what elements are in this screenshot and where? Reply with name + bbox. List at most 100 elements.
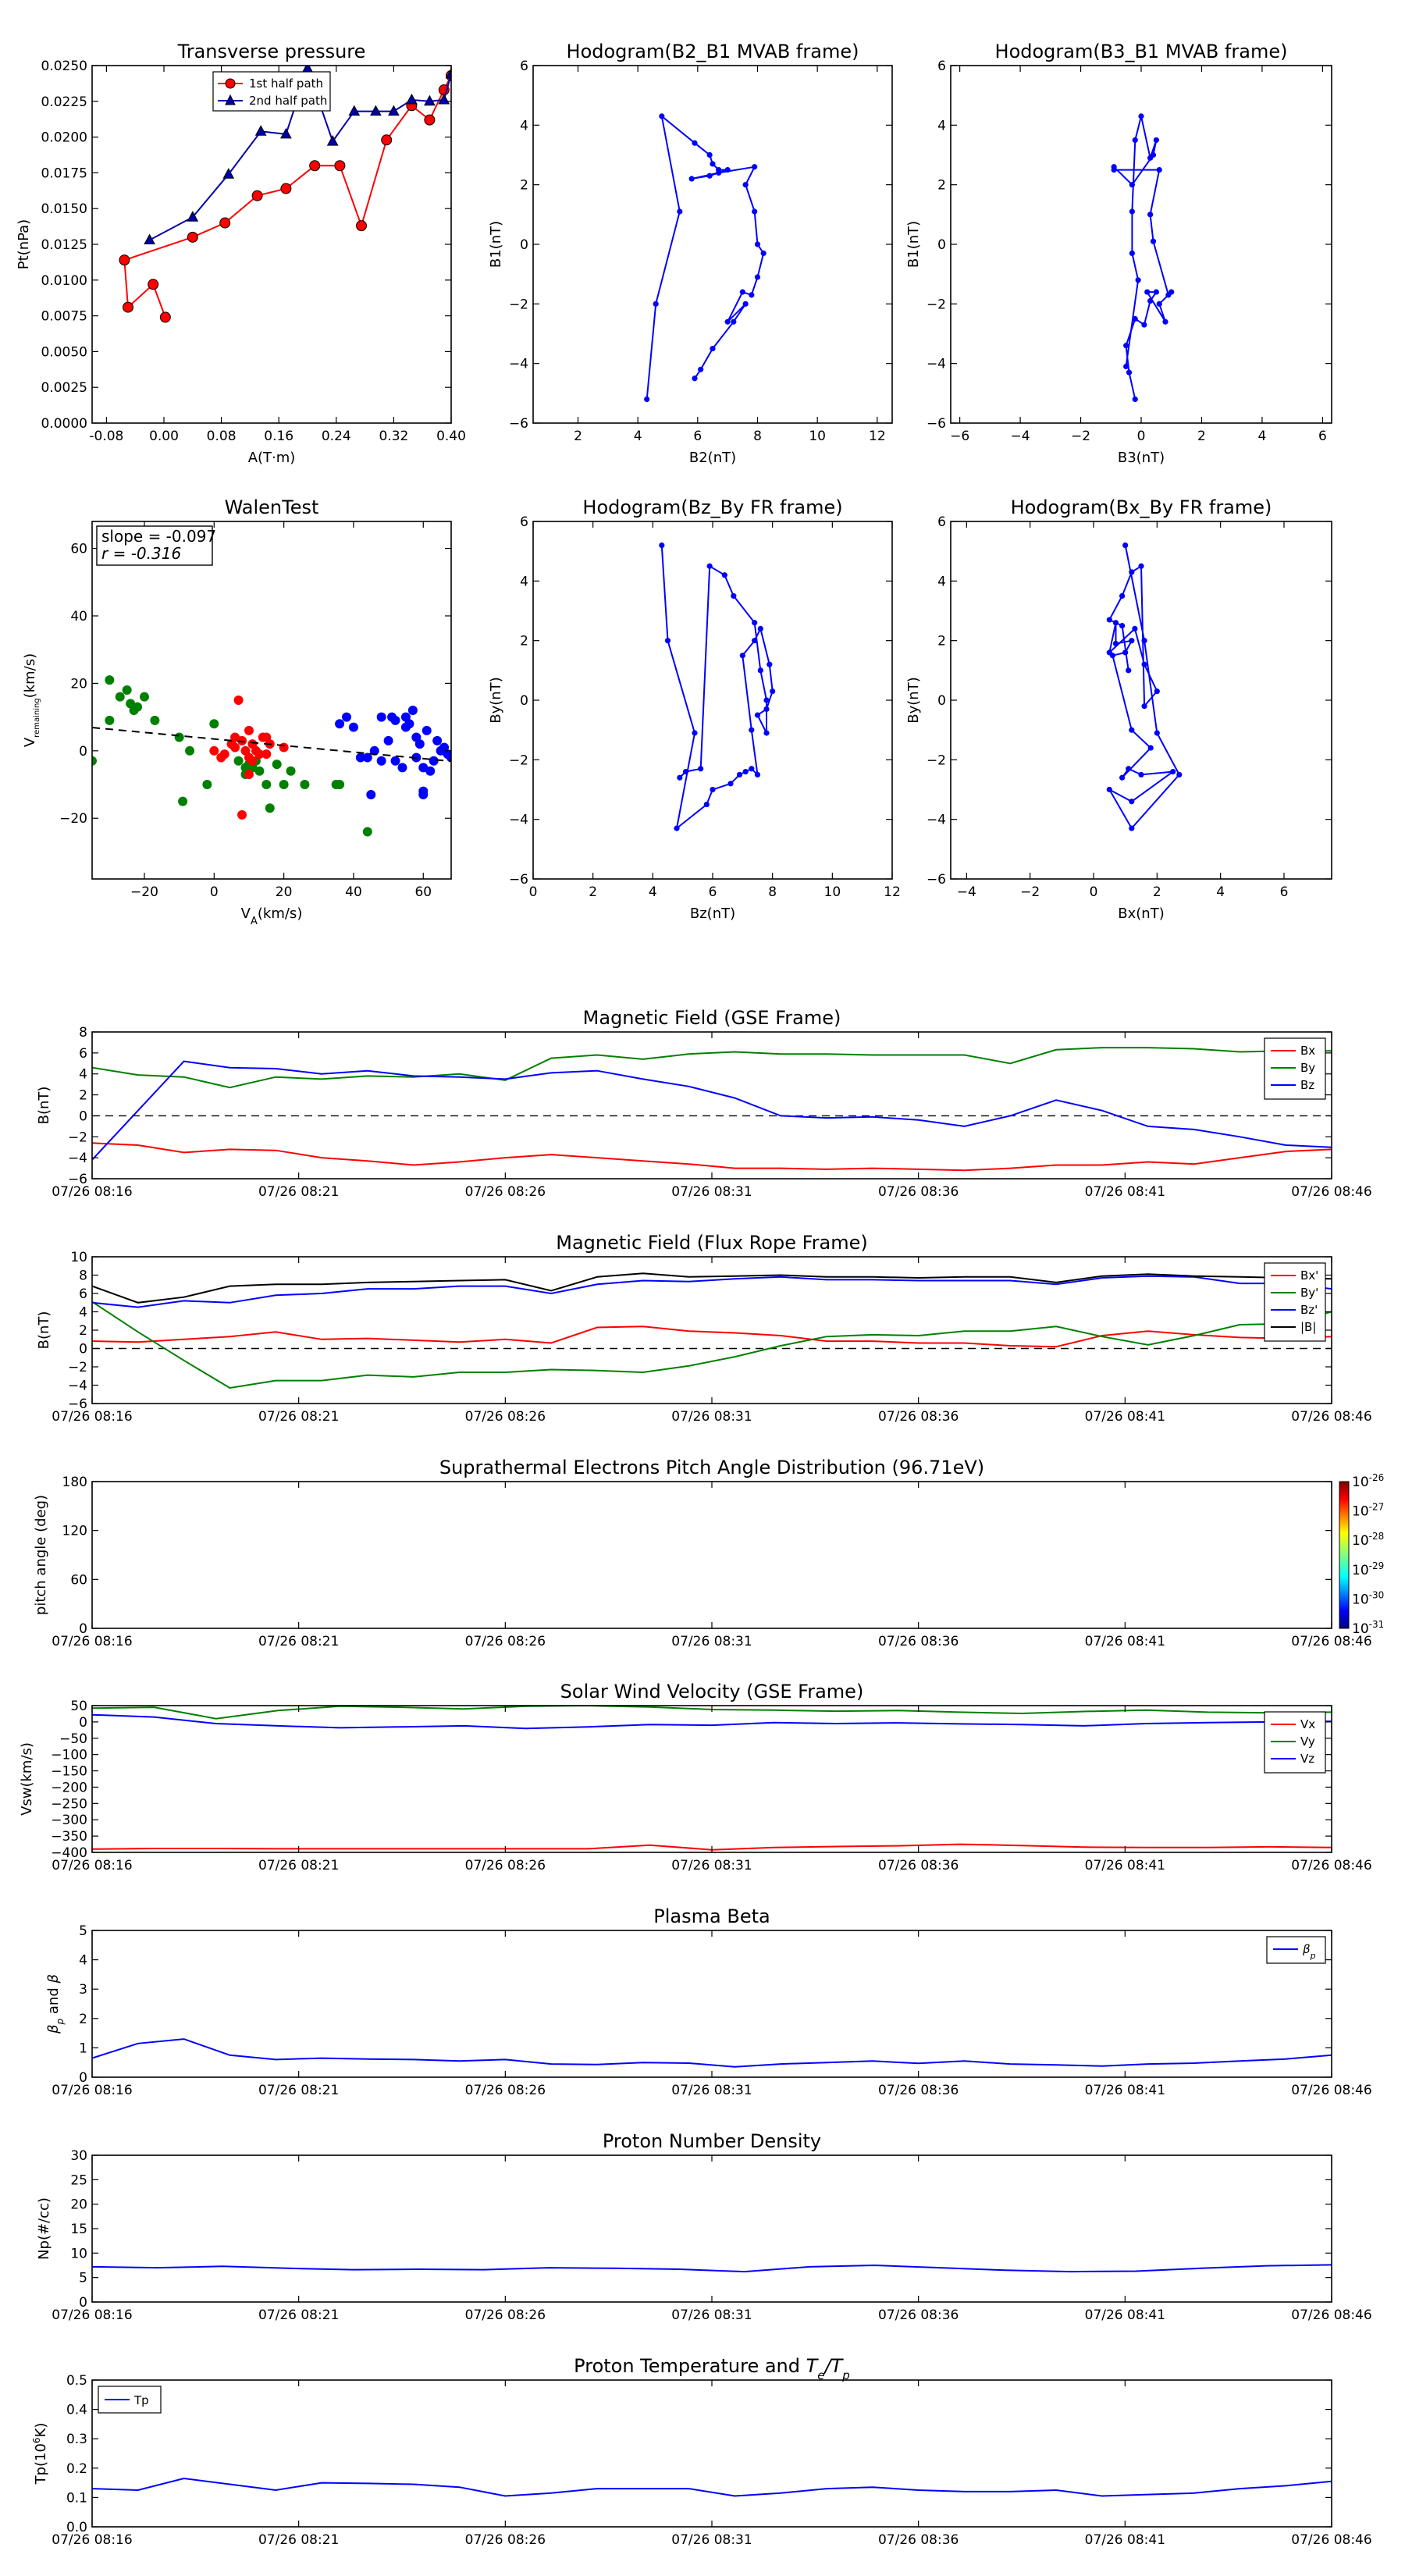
beta-ytick-label: 3 (79, 1982, 87, 1998)
timeseries-beta: Plasma Beta 0 1 2 3 4 5 07/26 08:16 07/26 08:21 0… (45, 1905, 1372, 2098)
tp-point-circle (159, 311, 171, 323)
h4-point (1154, 730, 1160, 736)
vsw-xtick-label: 07/26 08:21 (258, 1858, 339, 1873)
beta-xtick-label: 07/26 08:21 (258, 2083, 339, 2098)
pad-colorbar-label: 10-29 (1352, 1560, 1384, 1578)
tp-legend-label: 1st half path (249, 76, 323, 91)
tp-ytick-label: 0.0050 (41, 344, 87, 360)
h2-point (1165, 292, 1172, 298)
vsw-frame (91, 1705, 1332, 1853)
vsw-plot-area (92, 1706, 1332, 1851)
pad-ylabel: pitch angle (deg) (33, 1495, 49, 1615)
beta-xtick-label: 07/26 08:16 (52, 2083, 132, 2098)
pad-colorbar (1339, 1481, 1350, 1629)
tp-point-triangle (348, 105, 361, 116)
h3-point (749, 727, 755, 733)
wt-point-blue (390, 715, 400, 725)
wt-point-red (261, 749, 272, 760)
h4-point (1154, 688, 1160, 695)
h4-point (1138, 771, 1144, 778)
tp-xtick-label: 0.00 (149, 429, 179, 444)
h3-point (754, 771, 761, 778)
hodogram-h3: Hodogram(Bz_By FR frame) −6 −4 −2 0 2 4 6 0 2 4 6 8 1… (488, 496, 901, 922)
beta-xtick-label: 07/26 08:26 (465, 2083, 546, 2098)
h4-point (1129, 799, 1135, 805)
h2-point (1162, 318, 1168, 325)
np-ytick-label: 25 (70, 2172, 87, 2188)
h2-point (1129, 208, 1135, 215)
h1-xtick-label: 2 (574, 429, 582, 444)
h4-xtick-label: 6 (1280, 884, 1289, 900)
wt-point-green (150, 715, 160, 725)
h1-title: Hodogram(B2_B1 MVAB frame) (567, 41, 859, 62)
h2-ytick-label: −6 (927, 416, 946, 432)
mag_gse-ylabel: B(nT) (36, 1087, 52, 1125)
tp-point-circle (280, 183, 292, 194)
vsw-title: Solar Wind Velocity (GSE Frame) (560, 1681, 864, 1703)
mag_gse-xtick-label: 07/26 08:46 (1291, 1184, 1371, 1200)
h1-trajectory-line (646, 114, 765, 400)
mag_fr-legend-label: Bz' (1300, 1303, 1318, 1317)
vsw-xtick-label: 07/26 08:46 (1291, 1858, 1371, 1873)
wt-point-blue (397, 763, 407, 773)
wt-ylabel: Vremaining(km/s) (22, 653, 41, 747)
mag_fr-xtick-label: 07/26 08:41 (1085, 1409, 1165, 1425)
h3-point (770, 688, 776, 695)
h4-ytick-label: −6 (927, 872, 946, 888)
tp-temp-title: Proton Temperature and Te/Tp (574, 2355, 850, 2382)
h2-point (1156, 301, 1162, 307)
vsw-ytick-label: −200 (51, 1780, 87, 1795)
wt-point-green (178, 796, 188, 806)
h1-plot-area (644, 113, 767, 403)
h3-xtick-label: 8 (768, 884, 777, 900)
wt-xtick-label: 20 (276, 884, 293, 900)
h1-point (659, 113, 665, 119)
pad-ytick-label: 60 (70, 1572, 87, 1588)
wt-point-red (247, 756, 258, 766)
h3-trajectory-line (660, 545, 774, 831)
tp-xlabel: A(T·m) (248, 450, 296, 466)
h3-ytick-label: −4 (509, 813, 528, 828)
tp-legend-label: 2nd half path (249, 94, 327, 108)
vsw-ytick-label: −100 (51, 1748, 87, 1763)
h3-point (763, 706, 770, 713)
wt-point-red (230, 732, 240, 742)
mag_gse-series-Bx-line (92, 1142, 1332, 1172)
hodogram-h4: Hodogram(Bx_By FR frame) −6 −4 −2 0 2 4 6 −4 −2 0 2… (905, 496, 1332, 922)
h2-point (1150, 238, 1157, 244)
vsw-ytick-label: −150 (51, 1764, 87, 1780)
h3-point (706, 563, 713, 569)
h2-xtick-label: −4 (1011, 429, 1030, 444)
h3-point (763, 697, 770, 703)
wt-point-blue (425, 766, 436, 776)
h4-ylabel: By(nT) (905, 677, 922, 723)
h2-point (1126, 369, 1133, 375)
h1-xtick-label: 10 (809, 429, 826, 444)
np-plot-area (92, 2264, 1332, 2273)
h3-point (674, 825, 680, 831)
mag_fr-xtick-label: 07/26 08:21 (258, 1409, 339, 1425)
mag_fr-series-B-line (92, 1272, 1332, 1304)
h4-ytick-label: −4 (927, 813, 946, 828)
pad-ytick-label: 0 (79, 1621, 87, 1637)
tp-ytick-label: 0.0225 (41, 94, 87, 110)
vsw-ylabel: Vsw(km/s) (19, 1742, 35, 1816)
wt-point-blue (342, 712, 352, 722)
wt-point-green (105, 715, 115, 725)
h3-ytick-label: −6 (509, 872, 528, 888)
mag_fr-ytick-label: 6 (79, 1286, 87, 1302)
h3-point (682, 769, 689, 775)
wt-point-green (105, 675, 115, 685)
h2-point (1135, 277, 1141, 283)
mag_fr-xtick-label: 07/26 08:31 (671, 1409, 752, 1425)
h3-point (754, 712, 761, 718)
h4-ytick-label: −2 (927, 753, 946, 768)
h3-point (739, 653, 745, 659)
mag_fr-series-Bz-line (92, 1275, 1332, 1308)
wt-xtick-label: 0 (210, 884, 219, 900)
mag_fr-legend-label: By' (1300, 1286, 1318, 1300)
h3-ytick-label: 4 (520, 574, 528, 589)
wt-annotation-box (96, 525, 213, 566)
h1-ytick-label: −2 (509, 297, 528, 312)
